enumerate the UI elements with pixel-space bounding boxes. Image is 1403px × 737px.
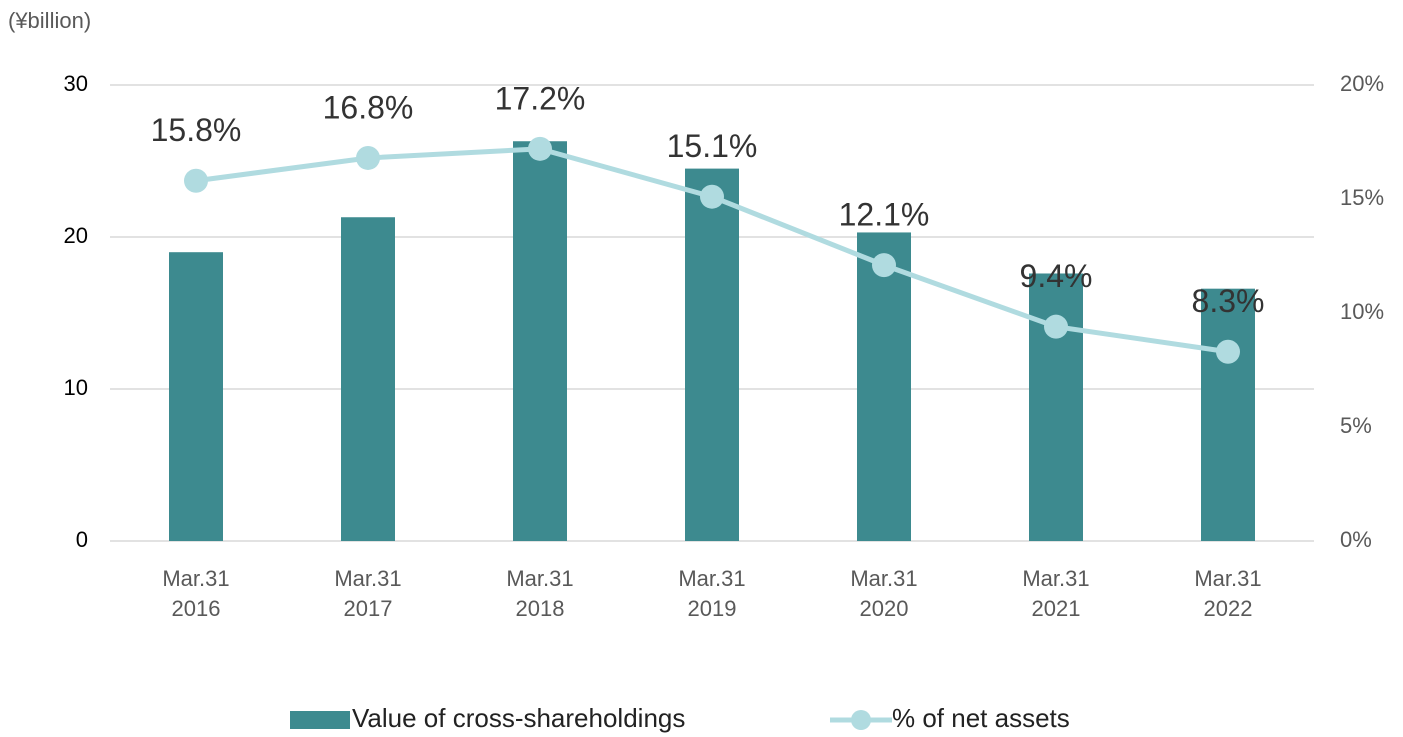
y-tick-label: 20 — [64, 223, 88, 248]
x-tick-label: Mar.31 — [506, 566, 573, 591]
y2-tick-label: 5% — [1340, 413, 1372, 438]
bar — [1029, 273, 1083, 541]
legend-label: % of net assets — [892, 703, 1070, 733]
data-label: 16.8% — [323, 89, 414, 125]
data-label: 15.1% — [667, 128, 758, 164]
bar — [169, 252, 223, 541]
line-point — [1044, 314, 1068, 339]
data-label: 8.3% — [1192, 283, 1265, 319]
line-point — [528, 136, 552, 161]
y-tick-label: 10 — [64, 375, 88, 400]
x-tick-label: 2017 — [344, 596, 393, 621]
bar — [341, 217, 395, 542]
x-tick-label: 2019 — [688, 596, 737, 621]
line-point — [1216, 339, 1240, 364]
bar — [857, 232, 911, 541]
unit-label: (¥billion) — [8, 8, 91, 33]
x-tick-label: 2016 — [172, 596, 221, 621]
y2-tick-label: 0% — [1340, 527, 1372, 552]
x-tick-label: 2018 — [516, 596, 565, 621]
line-point — [184, 168, 208, 193]
legend-label: Value of cross-shareholdings — [352, 703, 685, 733]
y-tick-label: 0 — [76, 527, 88, 552]
line-point — [872, 253, 896, 278]
bar — [1201, 288, 1255, 541]
y2-tick-label: 15% — [1340, 185, 1384, 210]
bar — [513, 141, 567, 542]
x-tick-label: 2022 — [1204, 596, 1253, 621]
data-label: 12.1% — [839, 197, 930, 233]
x-tick-label: Mar.31 — [850, 566, 917, 591]
x-tick-label: Mar.31 — [1194, 566, 1261, 591]
data-label: 17.2% — [495, 80, 586, 116]
data-label: 9.4% — [1020, 258, 1093, 294]
x-tick-label: 2020 — [860, 596, 909, 621]
legend-swatch — [851, 710, 871, 730]
data-label: 15.8% — [151, 112, 242, 148]
bar — [685, 168, 739, 541]
y2-tick-label: 10% — [1340, 299, 1384, 324]
x-tick-label: Mar.31 — [678, 566, 745, 591]
x-tick-label: 2021 — [1032, 596, 1081, 621]
x-tick-label: Mar.31 — [162, 566, 229, 591]
line-point — [700, 184, 724, 209]
x-tick-label: Mar.31 — [334, 566, 401, 591]
y-tick-label: 30 — [64, 71, 88, 96]
x-tick-label: Mar.31 — [1022, 566, 1089, 591]
legend-swatch — [290, 711, 350, 729]
y2-tick-label: 20% — [1340, 71, 1384, 96]
line-point — [356, 145, 380, 170]
